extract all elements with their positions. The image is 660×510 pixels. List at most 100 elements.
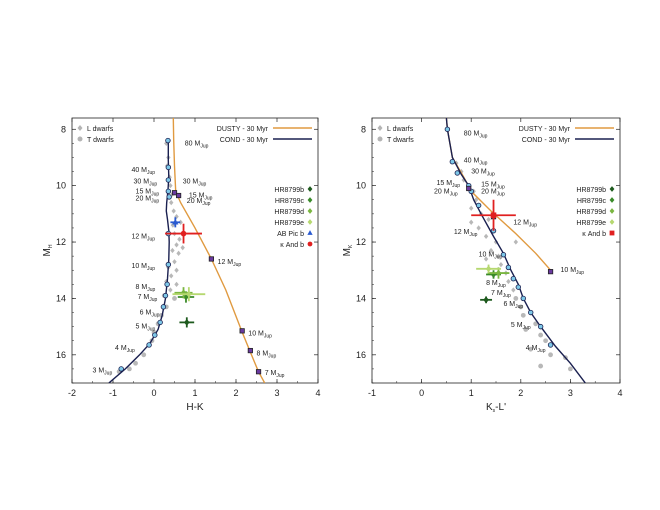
plot-frame xyxy=(371,117,621,384)
mass-annotation: 4 MJup xyxy=(526,345,546,354)
dusty-mass-point xyxy=(255,369,262,375)
dusty-mass-point xyxy=(171,190,178,196)
legend-companion-label: HR8799e xyxy=(274,220,304,227)
legend-dwarf-marker xyxy=(377,136,383,142)
x-axis-label: H-K xyxy=(186,402,204,413)
mass-annotation: 5 MJup xyxy=(136,324,156,333)
mass-annotation: 4 MJup xyxy=(115,345,135,354)
field-dwarf-point xyxy=(172,296,177,301)
mass-annotation: 80 MJup xyxy=(185,140,209,149)
legend-companion-marker xyxy=(307,230,313,235)
mass-annotation: 20 MJup xyxy=(434,188,458,197)
mass-annotation: 15 MJup xyxy=(481,181,505,190)
field-dwarf-point xyxy=(469,205,474,211)
y-tick-label: 8 xyxy=(61,124,66,134)
companion-point xyxy=(186,290,192,298)
mass-annotation: 10 MJup xyxy=(560,267,584,276)
mass-annotation: 6 MJup xyxy=(503,301,523,310)
mass-annotation: 10 MJup xyxy=(248,331,272,340)
mass-annotation: 12 MJup xyxy=(454,229,478,238)
dusty-mass-point xyxy=(239,328,245,334)
x-tick-label: 4 xyxy=(617,388,622,398)
mass-annotation: 7 MJup xyxy=(491,290,511,299)
mass-annotation: 7 MJup xyxy=(265,370,285,379)
field-dwarf-point xyxy=(168,183,173,189)
x-tick-label: 1 xyxy=(469,388,474,398)
field-dwarf-point xyxy=(523,327,529,332)
cond-mass-point xyxy=(500,252,507,258)
cond-mass-point xyxy=(515,284,522,290)
cond-mass-point xyxy=(165,261,172,268)
x-tick-label: 2 xyxy=(233,388,238,398)
x-tick-label: 4 xyxy=(315,388,320,398)
legend-companion-marker xyxy=(609,230,615,236)
mass-annotation: 20 MJup xyxy=(136,195,160,204)
field-dwarf-point xyxy=(141,352,147,358)
x-tick-label: -1 xyxy=(368,388,376,398)
plot-area xyxy=(108,118,266,383)
legend-dwarf-label: L dwarfs xyxy=(387,126,414,133)
cond-mass-point xyxy=(449,158,456,165)
legend-dwarf-label: L dwarfs xyxy=(87,126,114,133)
cond-mass-point xyxy=(165,177,172,183)
field-dwarf-point xyxy=(513,239,519,245)
legend-companion-label: AB Pic b xyxy=(277,231,304,238)
legend-companion-marker xyxy=(307,197,313,203)
legend-companion-marker xyxy=(307,241,313,247)
field-dwarf-point xyxy=(133,360,138,366)
companion-point xyxy=(490,212,497,219)
mass-annotation: 30 MJup xyxy=(183,178,207,187)
cond-mass-point xyxy=(454,170,461,176)
field-dwarf-point xyxy=(483,256,489,262)
field-dwarf-point xyxy=(486,216,491,223)
companion-point xyxy=(180,289,187,297)
mass-annotation: 40 MJup xyxy=(464,157,488,166)
legend-companion-marker xyxy=(609,186,615,192)
cond-mass-point xyxy=(146,342,152,348)
mass-annotation: 15 MJup xyxy=(136,188,160,197)
dusty-isochrone xyxy=(172,118,266,383)
y-tick-label: 12 xyxy=(356,237,366,247)
mass-annotation: 40 MJup xyxy=(131,167,155,176)
mass-annotation: 15 MJup xyxy=(189,193,213,202)
cond-mass-point xyxy=(547,342,554,348)
field-dwarf-point xyxy=(174,242,179,248)
legend-companion-marker xyxy=(307,208,313,214)
legend-model-label: DUSTY - 30 Myr xyxy=(519,126,571,133)
mass-annotation: 10 MJup xyxy=(131,263,155,272)
companion-point xyxy=(485,265,492,273)
mass-annotation: 80 MJup xyxy=(464,131,488,140)
dusty-mass-point xyxy=(466,185,472,192)
legend-companion-marker xyxy=(307,219,313,225)
field-dwarf-point xyxy=(488,247,494,254)
cond-mass-point xyxy=(520,295,526,302)
field-dwarf-point xyxy=(178,219,183,225)
x-tick-label: -1 xyxy=(109,388,117,398)
cond-mass-point xyxy=(537,323,544,330)
mass-annotation: 12 MJup xyxy=(131,233,155,242)
companion-point xyxy=(183,293,189,301)
mass-annotation: 30 MJup xyxy=(471,169,495,178)
y-tick-label: 8 xyxy=(361,124,366,134)
companion-point xyxy=(495,269,502,277)
field-dwarf-point xyxy=(177,236,182,242)
legend-companion-label: HR8799c xyxy=(275,198,305,205)
mass-annotation: 12 MJup xyxy=(513,219,537,228)
cond-mass-point xyxy=(166,194,172,200)
field-dwarf-point xyxy=(506,278,511,285)
x-tick-label: -2 xyxy=(68,388,76,398)
field-dwarf-point xyxy=(169,273,174,279)
mass-annotation: 30 MJup xyxy=(134,178,158,187)
field-dwarf-point xyxy=(169,199,174,206)
y-tick-label: 10 xyxy=(356,181,366,191)
cond-mass-point xyxy=(475,202,482,209)
field-dwarf-point xyxy=(543,338,548,344)
legend-dwarf-marker xyxy=(77,136,83,142)
companion-point xyxy=(490,271,497,278)
cond-mass-point xyxy=(164,281,170,288)
legend-companion-marker xyxy=(609,197,615,203)
x-tick-label: 0 xyxy=(151,388,156,398)
companion-point xyxy=(172,218,179,225)
